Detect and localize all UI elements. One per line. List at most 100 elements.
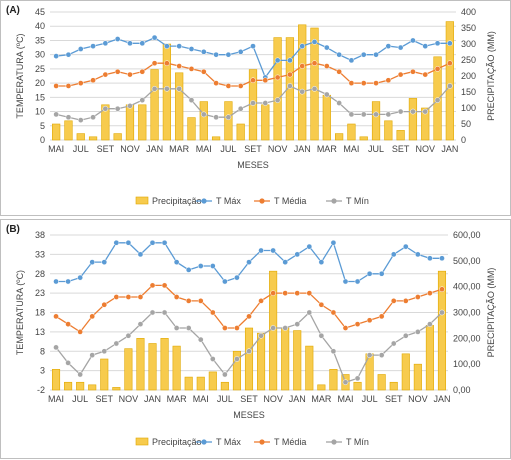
precipitation-bar [421, 107, 430, 141]
x-tick-label: SET [96, 394, 114, 404]
data-point [282, 290, 289, 296]
data-point [250, 100, 256, 106]
x-tick-label: JAN [294, 144, 311, 154]
data-point [336, 100, 342, 106]
data-point [139, 97, 146, 104]
data-point [139, 68, 146, 75]
data-point [102, 40, 109, 47]
data-point [366, 317, 373, 324]
precipitation-bar [401, 353, 410, 391]
x-tick-label: NOV [263, 394, 283, 404]
data-point [258, 298, 264, 304]
y-right-tick-label: 150 [461, 87, 476, 97]
legend-label: T Média [274, 437, 306, 447]
precipitation-bar [232, 350, 241, 391]
data-point [385, 43, 392, 49]
x-tick-label: JUL [368, 144, 384, 154]
x-tick-label: MAR [317, 144, 338, 154]
data-point [246, 313, 252, 320]
precipitation-bar [384, 120, 393, 141]
precipitation-bar [160, 338, 169, 391]
precipitation-bar [377, 374, 386, 391]
data-point [360, 111, 367, 118]
data-point [354, 375, 361, 382]
precipitation-bar [425, 325, 434, 391]
x-tick-label: JAN [289, 394, 306, 404]
data-point [151, 85, 158, 92]
x-axis-title: MESES [237, 160, 269, 170]
precipitation-bar [305, 345, 314, 391]
data-point [213, 114, 219, 121]
precipitation-bar [112, 387, 121, 391]
precipitation-bar [359, 136, 368, 141]
data-point [127, 40, 133, 47]
y-left-tick-label: 35 [35, 35, 45, 45]
data-point [65, 321, 71, 327]
data-point [173, 294, 180, 300]
x-tick-label: MAI [48, 144, 64, 154]
data-point [330, 309, 337, 316]
data-point [287, 83, 293, 89]
x-tick-label: NOV [415, 144, 435, 154]
data-point [410, 68, 416, 75]
data-point [306, 309, 313, 316]
data-point [209, 309, 216, 316]
data-point [90, 114, 96, 121]
x-tick-label: MAI [193, 394, 209, 404]
data-point [65, 360, 71, 366]
precipitation-bar [76, 133, 85, 141]
data-point [77, 46, 84, 52]
data-point [427, 290, 433, 296]
legend-swatch-marker [331, 439, 337, 445]
data-point [373, 111, 379, 118]
data-point [446, 60, 453, 67]
data-point [246, 259, 252, 265]
data-point [209, 356, 216, 362]
precipitation-bar [148, 343, 157, 391]
data-point [373, 80, 379, 86]
x-tick-label: MAR [167, 394, 188, 404]
x-tick-label: MAR [169, 144, 190, 154]
x-tick-label: JAN [146, 144, 163, 154]
y-left-tick-label: 15 [35, 92, 45, 102]
precipitation-bar [211, 136, 221, 141]
precipitation-bar [76, 381, 85, 391]
data-point [53, 111, 60, 118]
x-tick-label: NOV [120, 144, 140, 154]
precipitation-bar [353, 381, 362, 391]
legend-swatch-marker [201, 198, 207, 204]
data-point [225, 51, 232, 58]
data-point [125, 332, 132, 339]
data-point [250, 77, 256, 84]
data-point [294, 251, 301, 258]
precipitation-bar [113, 133, 122, 141]
data-point [237, 105, 244, 112]
precipitation-bar [322, 94, 331, 141]
data-point [234, 356, 240, 362]
data-point [385, 111, 392, 118]
data-point [282, 259, 289, 265]
data-point [373, 51, 379, 58]
legend-swatch-marker [259, 439, 265, 445]
y-left-tick-label: 25 [35, 64, 45, 74]
precipitation-bar [125, 104, 135, 141]
y-right-axis-title: PRECIPITAÇÃO (MM) [486, 268, 496, 358]
data-point [197, 336, 204, 343]
data-point [294, 321, 301, 327]
data-point [294, 290, 301, 296]
data-point [102, 105, 109, 112]
x-tick-label: SET [244, 144, 262, 154]
precipitation-bar [199, 101, 208, 141]
precipitation-bar [224, 101, 233, 141]
data-point [127, 103, 133, 109]
data-point [330, 348, 337, 355]
data-point [89, 352, 96, 358]
data-point [164, 60, 170, 67]
precipitation-bar [184, 376, 193, 391]
data-point [378, 313, 385, 320]
legend-swatch-marker [331, 198, 337, 204]
data-point [176, 85, 183, 92]
data-point [287, 57, 293, 64]
y-left-tick-label: 8 [40, 346, 45, 356]
